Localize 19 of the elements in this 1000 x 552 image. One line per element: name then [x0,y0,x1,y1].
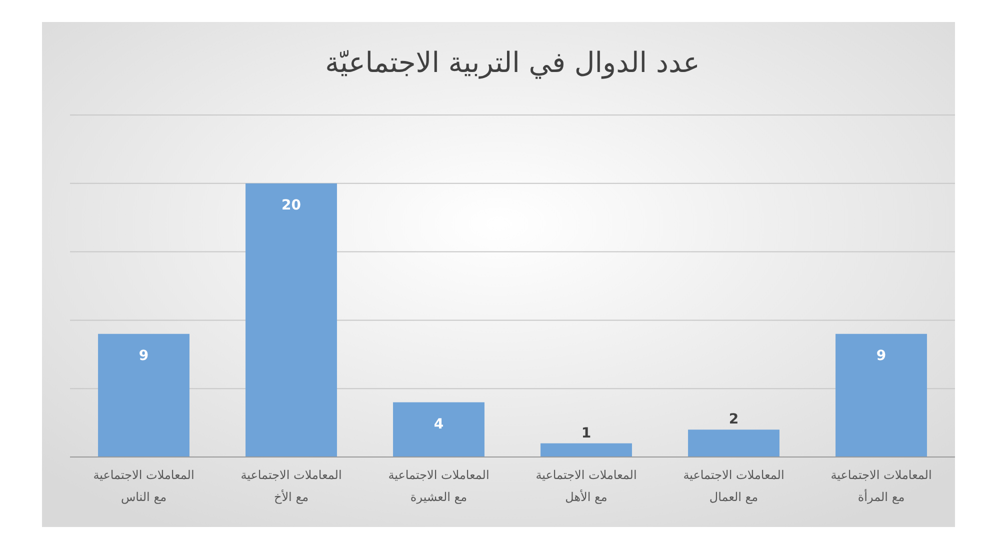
bar [540,443,632,457]
bar [393,402,484,457]
data-label: 9 [138,348,149,364]
bar [836,334,927,457]
x-tick-label: المعاملات الاجتماعية مع الأخ [240,468,342,504]
x-tick-label: المعاملات الاجتماعية مع العمال [683,468,784,504]
data-label: 1 [581,425,592,442]
bar [246,183,337,457]
data-label: 20 [282,197,302,214]
data-label: 4 [434,416,444,432]
x-tick-label: المعاملات الاجتماعية مع المرأة [830,468,932,504]
x-tick-label: المعاملات الاجتماعية مع الأهل [536,468,637,504]
x-tick-label: المعاملات الاجتماعية مع الناس [93,468,194,504]
data-label: 2 [728,412,739,428]
data-label: 9 [876,348,886,364]
bar [98,334,190,457]
bar [688,430,780,457]
x-tick-label: المعاملات الاجتماعية مع العشيرة [388,468,490,504]
chart-title: عدد الدوال في التربية الاجتماعيّة [325,46,700,79]
